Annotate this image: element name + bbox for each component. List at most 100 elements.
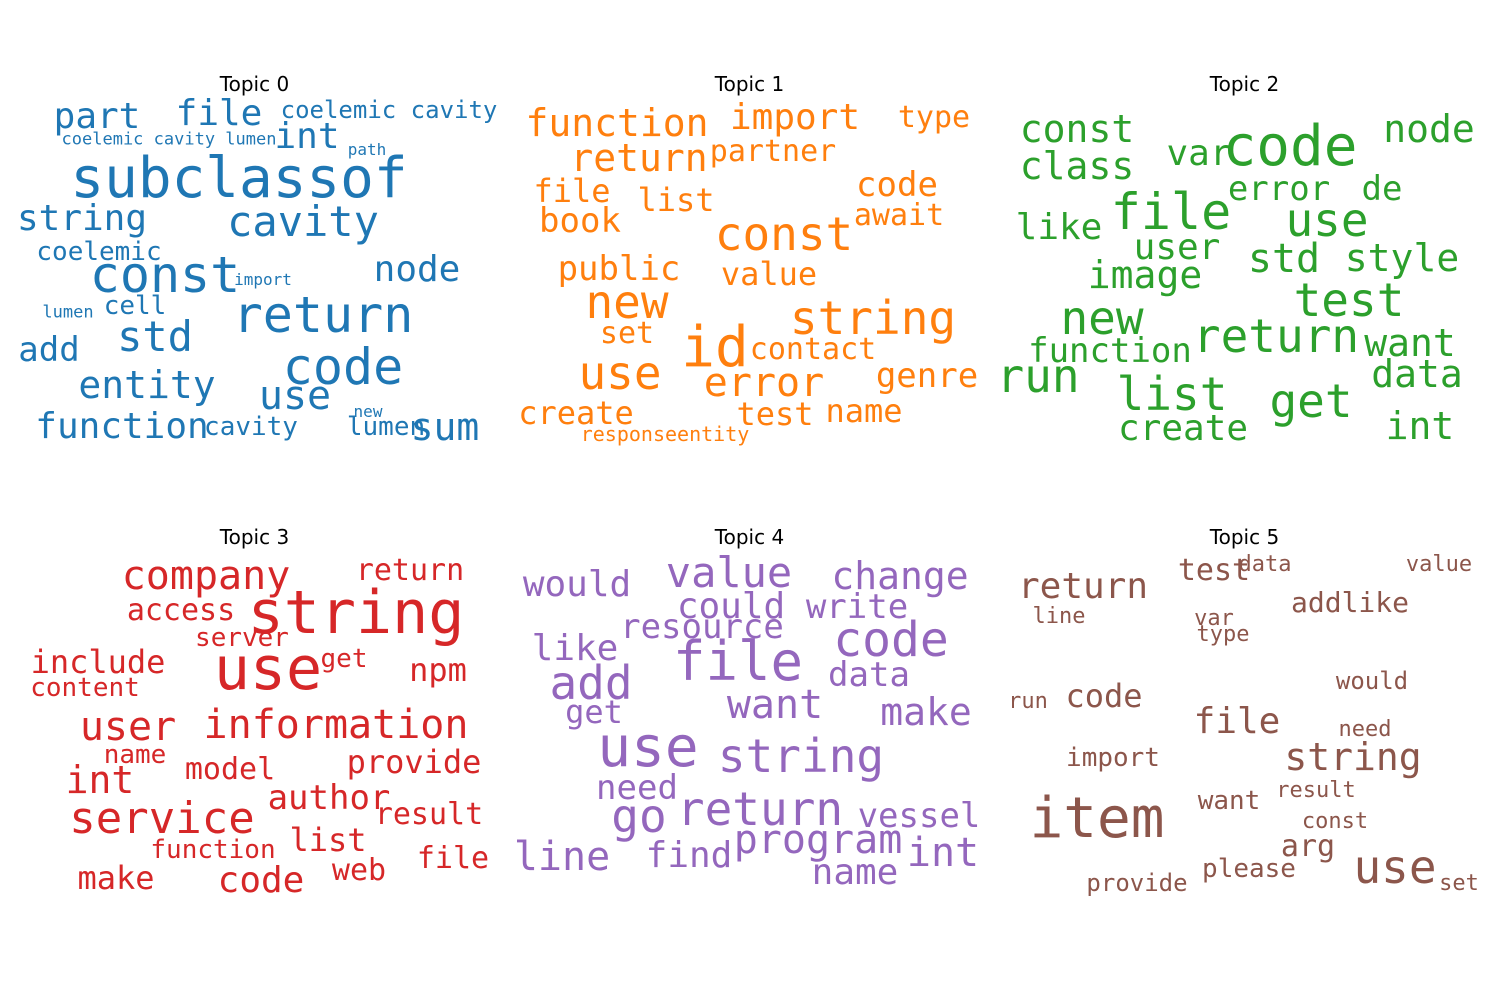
cloud-word: provide [346, 743, 482, 781]
cloud-word: would [522, 564, 632, 605]
cloud-word: list [1116, 367, 1228, 421]
cloud-word: string [1284, 735, 1422, 779]
cloud-word: please [1202, 854, 1296, 884]
cloud-word: type [897, 100, 971, 135]
cloud-word: function [35, 406, 209, 447]
cloud-word: code [856, 165, 938, 205]
cloud-word: std [1247, 236, 1321, 282]
cloud-word: run [996, 349, 1080, 403]
cloud-word: int [906, 830, 980, 876]
cloud-word: resource [620, 607, 784, 647]
cloud-word: use [1285, 193, 1369, 247]
topic-panel: Topic 4 value change would could write resourc… [502, 525, 997, 925]
cloud-word: get [320, 644, 368, 674]
cloud-word: subclassof [70, 146, 408, 211]
cloud-word: const [1019, 107, 1135, 151]
cloud-word: want [1197, 786, 1261, 816]
cloud-word: new [353, 402, 383, 421]
cloud-word: line [1032, 604, 1086, 629]
cloud-word: use [578, 346, 662, 400]
cloud-word: go [611, 789, 667, 843]
cloud-word: could [676, 586, 786, 627]
cloud-word: create [518, 394, 634, 432]
cloud-word: partner [709, 134, 837, 169]
cloud-word: information [203, 702, 469, 748]
cloud-word: change [831, 554, 969, 598]
topic-panel: Topic 5 test data value return addlike line var… [997, 525, 1492, 925]
cloud-word: make [77, 859, 155, 897]
cloud-word: want [726, 682, 824, 728]
cloud-word: user [79, 704, 177, 750]
cloud-word: test [736, 395, 814, 433]
cloud-word: type [1196, 622, 1250, 647]
cloud-word: path [347, 140, 387, 159]
cloud-word: arg [1280, 829, 1336, 864]
cloud-word: data [828, 655, 910, 695]
cloud-word: node [1383, 107, 1475, 151]
cloud-word: list [289, 821, 367, 859]
cloud-word: provide [1086, 869, 1188, 897]
cloud-word: set [599, 316, 655, 351]
cloud-word: return [570, 136, 708, 180]
topic-title: Topic 5 [1209, 525, 1280, 549]
cloud-word: list [637, 181, 715, 219]
cloud-word: data [1371, 352, 1463, 396]
cloud-word: const [1301, 809, 1369, 834]
cloud-word: return [676, 782, 844, 836]
cloud-word: error [1227, 169, 1331, 209]
cloud-word: file [1193, 701, 1281, 742]
cloud-word: value [1405, 552, 1473, 577]
cloud-word: need [1338, 717, 1392, 742]
cloud-word: import [1066, 743, 1160, 773]
cloud-word: lumen [42, 302, 94, 323]
cloud-word: author [267, 778, 391, 818]
cloud-word: function [1028, 331, 1192, 371]
cloud-word: test [1177, 553, 1251, 588]
cloud-word: code [833, 612, 949, 668]
cloud-word: import [729, 97, 861, 138]
cloud-word: use [1353, 840, 1437, 894]
cloud-word: name [103, 740, 167, 770]
topic-title: Topic 3 [219, 525, 290, 549]
topic-title: Topic 2 [1209, 72, 1280, 96]
cloud-word: cavity [204, 412, 298, 442]
cloud-word: test [1293, 273, 1405, 327]
cloud-word: var [1166, 133, 1232, 174]
cloud-word: result [1276, 778, 1356, 803]
topic-panel: Topic 0 part file coelemic cavity coelemic c… [7, 72, 502, 472]
cloud-word: addlike [1290, 586, 1410, 619]
cloud-word: npm [409, 651, 467, 689]
cloud-word: public [557, 249, 681, 289]
cloud-word: use [597, 715, 699, 780]
cloud-word: node [373, 249, 461, 290]
cloud-word: user [1133, 227, 1221, 268]
cloud-word: company [121, 553, 291, 599]
cloud-word: coelemic cavity [280, 96, 498, 124]
topic-panel: Topic 2 const code node class var error de file u… [996, 72, 1492, 472]
cloud-word: entity [78, 363, 216, 407]
cloud-word: contact [749, 332, 877, 367]
cloud-word: string [789, 291, 957, 345]
cloud-word: return [1192, 309, 1360, 363]
cloud-word: new [585, 275, 669, 329]
cloud-word: web [331, 853, 387, 888]
cloud-word: name [811, 852, 899, 893]
cloud-word: function [150, 835, 276, 865]
topic-panel: Topic 1 function import type return partner fi… [502, 72, 997, 472]
cloud-word: int [274, 116, 340, 157]
cloud-word: program [733, 817, 903, 863]
cloud-word: sum [410, 405, 480, 449]
cloud-word: cavity [227, 197, 379, 246]
cloud-word: return [355, 553, 465, 588]
topic-title: Topic 4 [714, 525, 785, 549]
cloud-word: add [549, 656, 633, 710]
cloud-word: value [665, 548, 793, 597]
cloud-word: const [714, 207, 854, 261]
cloud-word: get [565, 693, 623, 731]
cloud-word: string [16, 198, 148, 239]
topic-title: Topic 0 [219, 72, 290, 96]
cloud-word: write [805, 587, 909, 627]
topic-panel: Topic 3 company return string access server in… [7, 525, 502, 925]
cloud-word: lumen [346, 412, 426, 442]
cloud-word: item [1029, 786, 1165, 851]
